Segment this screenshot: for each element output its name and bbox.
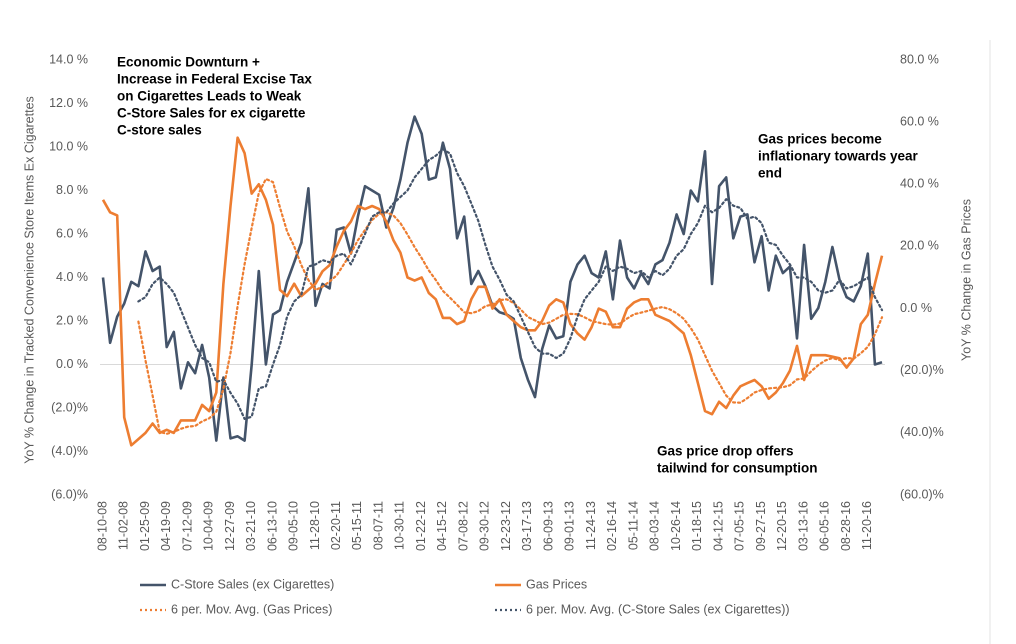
- x-tick-label: 09-05-10: [287, 501, 301, 551]
- y-tick-label: 6.0 %: [56, 226, 88, 240]
- x-tick-label: 11-20-16: [860, 501, 874, 550]
- y-tick-label: (2.0)%: [51, 400, 88, 414]
- x-tick-label: 10-30-11: [393, 501, 407, 550]
- annotation: end: [758, 166, 782, 181]
- legend-label: C-Store Sales (ex Cigarettes): [171, 577, 334, 591]
- annotation: C-Store Sales for ex cigarette: [117, 106, 306, 121]
- x-tick-label: 08-03-14: [648, 501, 662, 551]
- x-tick-label: 07-08-12: [456, 501, 470, 551]
- y-tick-label: 14.0 %: [49, 52, 88, 66]
- annotation: Economic Downturn +: [117, 55, 260, 70]
- x-tick-label: 03-21-10: [244, 501, 258, 551]
- y-axis-label: YoY % Change in Tracked Convenience Stor…: [22, 96, 36, 464]
- annotation: on Cigarettes Leads to Weak: [117, 89, 302, 104]
- y2-tick-label: 80.0 %: [900, 52, 939, 66]
- y2-tick-label: 20.0 %: [900, 239, 939, 253]
- x-tick-label: 07-12-09: [180, 501, 194, 551]
- x-tick-label: 04-15-12: [435, 501, 449, 551]
- y2-tick-label: (60.0)%: [900, 487, 944, 501]
- y-tick-label: 12.0 %: [49, 96, 88, 110]
- x-tick-label: 12-23-12: [499, 501, 513, 551]
- y-tick-label: 0.0 %: [56, 357, 88, 371]
- legend-label: 6 per. Mov. Avg. (Gas Prices): [171, 602, 332, 616]
- y-tick-label: 4.0 %: [56, 270, 88, 284]
- x-tick-label: 06-05-16: [818, 501, 832, 551]
- y-tick-label: 10.0 %: [49, 139, 88, 153]
- x-tick-label: 01-22-12: [414, 501, 428, 551]
- x-tick-label: 01-18-15: [690, 501, 704, 551]
- x-tick-label: 02-16-14: [605, 501, 619, 551]
- x-tick-label: 05-11-14: [626, 501, 640, 550]
- series-line: [137, 148, 884, 420]
- x-tick-label: 08-28-16: [839, 501, 853, 551]
- x-tick-label: 10-26-14: [669, 501, 683, 551]
- x-tick-label: 03-17-13: [520, 501, 534, 551]
- x-tick-label: 10-04-09: [202, 501, 216, 551]
- annotation: Gas prices become: [758, 132, 882, 147]
- x-tick-label: 04-19-09: [159, 501, 173, 551]
- y-tick-label: 2.0 %: [56, 313, 88, 327]
- legend-label: Gas Prices: [526, 577, 587, 591]
- x-tick-label: 03-13-16: [796, 501, 810, 551]
- y2-axis-label: YoY % Change in Gas Prices: [959, 199, 973, 361]
- y-tick-label: (6.0)%: [51, 487, 88, 501]
- annotation: Gas price drop offers: [657, 444, 794, 459]
- x-tick-label: 08-10-08: [95, 501, 109, 551]
- x-tick-label: 07-05-15: [733, 501, 747, 551]
- x-tick-label: 05-15-11: [350, 501, 364, 550]
- y-tick-label: (4.0)%: [51, 444, 88, 458]
- annotation: tailwind for consumption: [657, 461, 818, 476]
- y2-tick-label: (40.0)%: [900, 425, 944, 439]
- y2-tick-label: 60.0 %: [900, 114, 939, 128]
- x-tick-label: 12-20-15: [775, 501, 789, 551]
- x-tick-label: 02-20-11: [329, 501, 343, 550]
- y2-tick-label: 0.0 %: [900, 301, 932, 315]
- y2-tick-label: (20.0)%: [900, 363, 944, 377]
- series-line: [101, 136, 884, 447]
- x-tick-label: 06-09-13: [541, 501, 555, 551]
- x-tick-label: 11-28-10: [308, 501, 322, 550]
- x-tick-label: 11-24-13: [584, 501, 598, 550]
- x-tick-label: 09-27-15: [754, 501, 768, 551]
- y2-tick-label: 40.0 %: [900, 177, 939, 191]
- annotation: C-store sales: [117, 123, 202, 138]
- annotation: Increase in Federal Excise Tax: [117, 72, 312, 87]
- x-tick-label: 11-02-08: [117, 501, 131, 550]
- legend-label: 6 per. Mov. Avg. (C-Store Sales (ex Ciga…: [526, 602, 790, 616]
- x-tick-label: 09-30-12: [478, 501, 492, 551]
- x-tick-label: 08-07-11: [371, 501, 385, 550]
- series-line: [137, 177, 884, 435]
- x-tick-label: 09-01-13: [563, 501, 577, 551]
- y-tick-label: 8.0 %: [56, 183, 88, 197]
- x-tick-label: 06-13-10: [265, 501, 279, 551]
- x-tick-label: 01-25-09: [138, 501, 152, 551]
- x-tick-label: 04-12-15: [711, 501, 725, 551]
- annotation: inflationary towards year: [758, 149, 919, 164]
- x-tick-label: 12-27-09: [223, 501, 237, 551]
